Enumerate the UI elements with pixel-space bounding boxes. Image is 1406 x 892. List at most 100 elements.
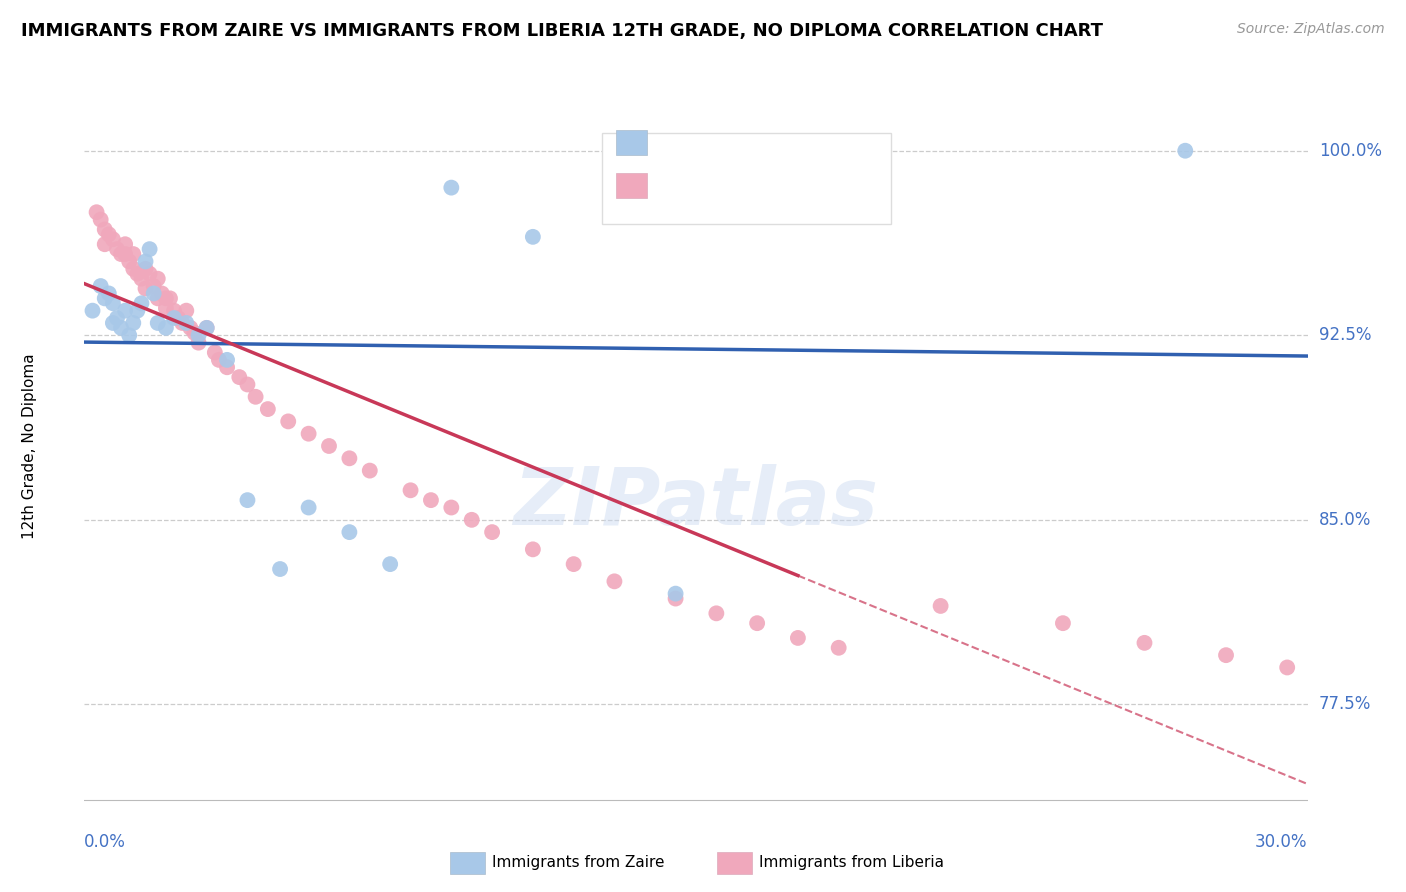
Point	[257, 402, 280, 417]
Point	[195, 321, 218, 335]
Point	[228, 370, 250, 384]
Point	[90, 212, 112, 227]
Point	[174, 316, 197, 330]
Point	[146, 271, 169, 285]
Text: 12th Grade, No Diploma: 12th Grade, No Diploma	[22, 353, 37, 539]
Point	[150, 286, 173, 301]
Point	[146, 316, 169, 330]
Point	[440, 500, 463, 515]
Point	[114, 247, 136, 261]
Point	[1174, 144, 1197, 158]
Point	[105, 311, 128, 326]
Text: ZIPatlas: ZIPatlas	[513, 464, 879, 542]
Point	[704, 607, 728, 621]
Text: N = 64: N = 64	[766, 178, 823, 193]
Point	[114, 237, 136, 252]
Point	[93, 222, 115, 236]
Text: Immigrants from Liberia: Immigrants from Liberia	[759, 855, 945, 870]
Point	[399, 483, 422, 498]
Point	[114, 303, 136, 318]
Text: R = -0.309: R = -0.309	[658, 178, 745, 193]
Point	[245, 390, 267, 404]
Point	[127, 303, 149, 318]
Point	[167, 311, 190, 326]
Point	[787, 631, 810, 645]
Point	[277, 414, 299, 428]
Point	[90, 279, 112, 293]
Point	[110, 321, 132, 335]
Point	[236, 377, 259, 392]
Point	[131, 296, 153, 310]
Point	[97, 286, 120, 301]
Point	[461, 513, 484, 527]
Point	[82, 303, 104, 318]
Point	[217, 360, 239, 375]
Point	[298, 500, 321, 515]
Text: N = 32: N = 32	[766, 136, 823, 150]
Point	[380, 557, 402, 571]
Point	[339, 451, 360, 466]
Text: Immigrants from Zaire: Immigrants from Zaire	[492, 855, 665, 870]
Point	[172, 316, 194, 330]
Text: IMMIGRANTS FROM ZAIRE VS IMMIGRANTS FROM LIBERIA 12TH GRADE, NO DIPLOMA CORRELAT: IMMIGRANTS FROM ZAIRE VS IMMIGRANTS FROM…	[21, 22, 1104, 40]
Point	[183, 326, 205, 340]
Point	[1133, 636, 1156, 650]
Point	[146, 291, 169, 305]
Point	[122, 247, 145, 261]
Point	[217, 352, 239, 367]
Point	[101, 296, 124, 310]
Text: 77.5%: 77.5%	[1319, 696, 1371, 714]
Point	[93, 291, 115, 305]
Point	[298, 426, 321, 441]
Text: 30.0%: 30.0%	[1256, 833, 1308, 851]
Point	[159, 291, 181, 305]
Point	[747, 616, 769, 631]
Point	[269, 562, 291, 576]
Point	[236, 493, 259, 508]
Text: 85.0%: 85.0%	[1319, 511, 1371, 529]
Point	[187, 328, 209, 343]
Point	[603, 574, 626, 589]
Point	[142, 286, 165, 301]
Point	[174, 303, 197, 318]
Point	[187, 335, 209, 350]
Point	[110, 247, 132, 261]
Point	[118, 328, 141, 343]
Point	[204, 345, 226, 359]
Point	[122, 316, 145, 330]
Point	[318, 439, 340, 453]
Point	[929, 599, 952, 613]
Point	[101, 232, 124, 246]
Point	[155, 291, 177, 305]
Point	[664, 587, 686, 601]
Point	[440, 180, 463, 194]
Point	[420, 493, 443, 508]
Point	[195, 321, 218, 335]
Point	[155, 301, 177, 316]
Point	[179, 321, 201, 335]
Point	[138, 242, 160, 256]
Point	[138, 267, 160, 281]
Text: 100.0%: 100.0%	[1319, 142, 1382, 160]
Point	[135, 281, 157, 295]
Point	[163, 303, 186, 318]
Point	[101, 316, 124, 330]
Point	[142, 279, 165, 293]
Point	[118, 254, 141, 268]
Point	[155, 321, 177, 335]
Point	[127, 267, 149, 281]
Point	[339, 525, 360, 540]
Text: 0.0%: 0.0%	[84, 833, 127, 851]
Point	[135, 254, 157, 268]
Point	[135, 261, 157, 276]
Point	[122, 261, 145, 276]
Point	[1215, 648, 1237, 662]
Point	[208, 352, 231, 367]
Point	[562, 557, 585, 571]
Point	[97, 227, 120, 242]
Point	[1275, 660, 1298, 674]
Point	[481, 525, 503, 540]
Point	[93, 237, 115, 252]
Point	[105, 242, 128, 256]
Point	[664, 591, 686, 606]
